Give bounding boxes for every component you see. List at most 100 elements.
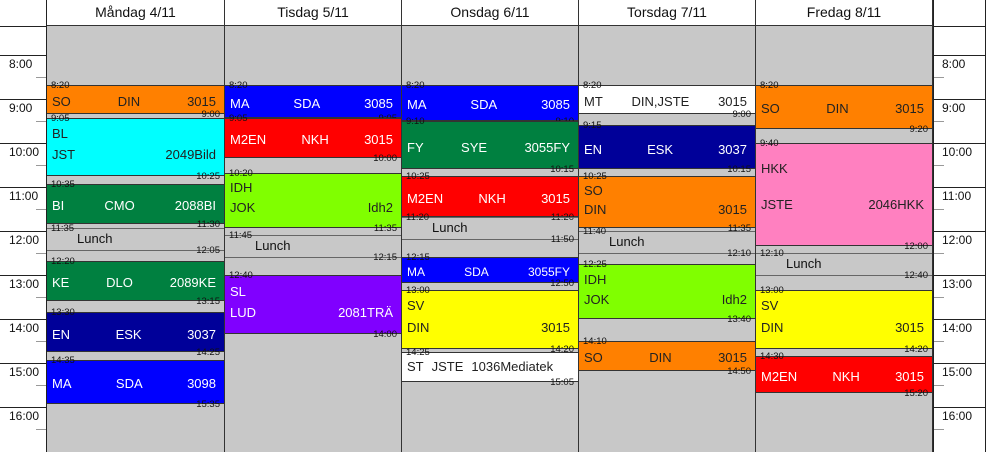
lesson-row-subject: IDH <box>584 271 747 287</box>
lesson-block[interactable]: SO DIN 3015 <box>579 176 755 228</box>
lesson-room: 3015 <box>718 350 747 366</box>
lunch-start-line <box>225 235 401 236</box>
lesson-end-time: 15:20 <box>904 387 928 399</box>
hour-label: 12:00 <box>9 233 40 247</box>
lesson-block[interactable]: BI CMO 2088BI <box>47 183 224 224</box>
lesson-teacher: JSTE <box>431 359 464 375</box>
lesson-room: 2049Bild <box>165 147 216 163</box>
lesson-subject: EN <box>52 326 71 342</box>
lesson-teacher: ESK <box>115 326 142 342</box>
lesson-room: 3015 <box>541 190 570 206</box>
lunch-block[interactable]: Lunch <box>402 217 578 239</box>
hour-label: 11:00 <box>942 189 972 203</box>
hour-line <box>0 231 46 232</box>
day-header-monday[interactable]: Måndag 4/11 <box>47 0 224 26</box>
hour-line <box>934 407 985 408</box>
lesson-start-time: 8:20 <box>760 79 779 91</box>
lesson-block[interactable]: HKK JSTE 2046HKK <box>756 143 932 246</box>
lesson-start-time: 9:15 <box>583 120 602 131</box>
lesson-end-time: 9:20 <box>909 123 929 135</box>
lesson-subject: MA <box>52 376 72 392</box>
lesson-start-time: 12:25 <box>583 259 607 271</box>
half-hour-tick <box>934 341 944 342</box>
day-header-wednesday[interactable]: Onsdag 6/11 <box>402 0 578 26</box>
lunch-end-line <box>47 249 224 251</box>
lesson-row-subject: BL <box>52 126 216 142</box>
lesson-block[interactable]: IDH JOK Idh2 <box>579 264 755 320</box>
lunch-end-line <box>225 257 401 258</box>
lesson-end-time: 10:00 <box>373 153 397 164</box>
lesson-end-time: 10:15 <box>550 164 574 175</box>
lesson-teacher: SDA <box>293 95 321 111</box>
lesson-block[interactable]: EN ESK 3037 <box>47 312 224 353</box>
lesson-row-subject: SO <box>584 183 747 199</box>
lesson-block[interactable]: SO DIN 3015 <box>756 84 932 129</box>
lesson-end-time: 12:00 <box>904 241 928 252</box>
day-header-tuesday[interactable]: Tisdag 5/11 <box>225 0 401 26</box>
hour-line <box>934 319 985 320</box>
lesson-block[interactable]: MA SDA 3085 <box>402 84 578 122</box>
lesson-teacher: LUD <box>230 305 257 321</box>
lesson-row-details: LUD 2081TRÄ <box>230 305 393 321</box>
lesson-start-time: 14:10 <box>583 336 607 348</box>
half-hour-tick <box>36 253 46 254</box>
lesson-block[interactable]: SO DIN 3015 <box>579 341 755 371</box>
lesson-block[interactable]: M2EN NKH 3015 <box>756 356 932 393</box>
lesson-block[interactable]: M2EN NKH 3015 <box>402 176 578 217</box>
lesson-row-details: JOK Idh2 <box>230 200 393 216</box>
lesson-subject: EN <box>584 141 603 157</box>
hour-line <box>934 231 985 232</box>
day-header-thursday[interactable]: Torsdag 7/11 <box>579 0 755 26</box>
lunch-block[interactable]: Lunch <box>225 235 401 257</box>
lesson-block[interactable]: SL LUD 2081TRÄ <box>225 275 401 334</box>
lesson-row: M2EN NKH 3015 <box>230 132 393 148</box>
lesson-room: 2081TRÄ <box>338 305 393 321</box>
lunch-start-time: 12:10 <box>760 248 784 260</box>
hour-label: 16:00 <box>942 409 973 423</box>
half-hour-tick <box>36 429 46 430</box>
lesson-block[interactable]: SV DIN 3015 <box>402 290 578 349</box>
lesson-start-time: 10:25 <box>406 171 430 183</box>
lesson-row-details: DIN 3015 <box>407 319 570 335</box>
lesson-start-time: 8:20 <box>229 79 248 91</box>
lesson-block[interactable]: M2EN NKH 3015 <box>225 117 401 158</box>
lesson-teacher: DIN <box>649 350 672 366</box>
lesson-block[interactable]: MA SDA 3055FY <box>402 257 578 283</box>
lunch-start-time: 11:20 <box>406 211 430 223</box>
lesson-block[interactable]: ST JSTE 1036Mediatek <box>402 352 578 382</box>
half-hour-tick <box>934 253 944 254</box>
lesson-room: 3085 <box>541 97 570 113</box>
lesson-end-time: 13:40 <box>727 314 751 326</box>
lesson-end-time: 15:35 <box>196 398 220 410</box>
lesson-block[interactable]: MA SDA 3085 <box>225 84 401 118</box>
half-hour-tick <box>36 341 46 342</box>
lesson-block[interactable]: EN ESK 3037 <box>579 125 755 169</box>
lesson-block[interactable]: SV DIN 3015 <box>756 290 932 349</box>
lesson-end-time: 15:05 <box>550 376 574 388</box>
day-header-friday[interactable]: Fredag 8/11 <box>756 0 932 26</box>
lesson-room: 3085 <box>364 95 393 111</box>
lesson-block[interactable]: SO DIN 3015 <box>47 84 224 114</box>
lesson-room: 3015 <box>718 202 747 218</box>
lesson-room: 3037 <box>718 141 747 157</box>
day-column-friday: Fredag 8/11 SO DIN 3015 8:20 9:20 HKK JSTE 2046… <box>756 0 933 452</box>
lesson-block[interactable]: KE DLO 2089KE <box>47 260 224 301</box>
hour-line <box>934 187 985 188</box>
lunch-block[interactable]: Lunch <box>579 231 755 253</box>
lesson-block[interactable]: FY SYE 3055FY <box>402 121 578 169</box>
lesson-room: 3015 <box>895 319 924 335</box>
lesson-subject: FY <box>407 139 424 155</box>
lesson-block[interactable]: MA SDA 3098 <box>47 359 224 404</box>
lesson-teacher: ESK <box>647 141 674 157</box>
lesson-start-time: 9:05 <box>229 112 248 124</box>
lesson-teacher: DIN <box>584 202 607 218</box>
lunch-block[interactable]: Lunch <box>756 253 932 275</box>
lesson-room: 3015 <box>187 93 216 109</box>
lesson-block[interactable]: IDH JOK Idh2 <box>225 172 401 228</box>
hour-label: 11:00 <box>9 189 39 203</box>
lunch-block[interactable]: Lunch <box>47 228 224 250</box>
lesson-block[interactable]: MT DIN,JSTE 3015 <box>579 84 755 114</box>
lesson-row: EN ESK 3037 <box>52 326 216 342</box>
day-body-thursday: MT DIN,JSTE 3015 8:20 9:00 EN ESK 3037 9:15 10:15… <box>579 26 755 452</box>
lesson-block[interactable]: BL JST 2049Bild <box>47 117 224 177</box>
